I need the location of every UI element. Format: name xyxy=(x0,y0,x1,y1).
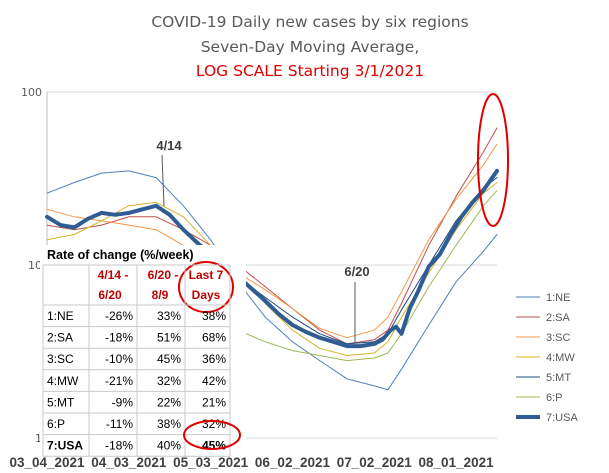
rate-table-header-3a: Last 7 xyxy=(189,268,224,282)
y-tick-label-1: 10 xyxy=(28,259,42,272)
rate-table-cell-3-2: 32% xyxy=(157,374,181,388)
annotation-4-14: 4/14 xyxy=(156,138,182,153)
y-axis: 1 10 100 xyxy=(21,86,42,445)
rate-table-header-2a: 6/20 - xyxy=(148,268,179,282)
x-axis: 03_04_2021 04_03_2021 05_03_2021 06_02_2021… xyxy=(9,455,494,470)
series-line-4-mw xyxy=(46,182,498,356)
rate-table-cell-4-3: 21% xyxy=(202,395,226,409)
rate-table-region-2: 3:SC xyxy=(47,352,74,366)
highlight-ring-latest xyxy=(477,93,509,227)
rate-table-header-2b: 8/9 xyxy=(152,288,169,302)
legend-label-4: 5:MT xyxy=(546,372,571,384)
rate-table-header-3-ring xyxy=(178,261,234,313)
annotation-4-14-leader xyxy=(161,154,165,207)
rate-table-cell-5-1: -11% xyxy=(106,417,133,431)
rate-table-region-3: 4:MW xyxy=(47,374,79,388)
rate-table-cell-1-3: 68% xyxy=(202,331,226,345)
rate-table-cell-1-1: -18% xyxy=(105,331,133,345)
rate-table-region-6: 7:USA xyxy=(47,439,83,453)
rate-table-header-3b: Days xyxy=(192,288,221,302)
y-tick-label-0: 1 xyxy=(35,432,42,445)
rate-table-header-1b: 6/20 xyxy=(98,288,122,302)
x-tick-label-3: 06_02_2021 xyxy=(255,455,331,470)
legend-label-0: 1:NE xyxy=(546,292,570,304)
rate-table-cell-6-1: -18% xyxy=(105,439,133,453)
rate-table-background xyxy=(40,245,246,450)
rate-table-cell-2-3: 36% xyxy=(202,352,226,366)
x-tick-label-2: 05_03_2021 xyxy=(173,455,249,470)
rate-table-header-1a: 4/14 - xyxy=(98,268,129,282)
rate-table-cell-0-3: 38% xyxy=(202,309,226,323)
rate-table-rows: 1:NE -26% 33% 38% 2:SA -18% 51% 68% 3:SC -10% 45% 3… xyxy=(47,309,226,453)
series-line-3-sc xyxy=(46,143,498,339)
rate-table-cell-2-2: 45% xyxy=(157,352,181,366)
rate-table-title: Rate of change (%/week) xyxy=(47,248,194,262)
rate-table-cell-6-2: 40% xyxy=(157,439,181,453)
x-tick-label-5: 08_01_2021 xyxy=(419,455,495,470)
rate-table-cell-4-1: -9% xyxy=(112,395,134,409)
rate-table: Rate of change (%/week) 4/14 - 6/20 6/20… xyxy=(40,245,246,457)
rate-table-region-0: 1:NE xyxy=(47,309,74,323)
rate-table-cell-3-1: -21% xyxy=(105,374,133,388)
x-tick-label-1: 04_03_2021 xyxy=(91,455,167,470)
chart-subtitle-log-scale: LOG SCALE Starting 3/1/2021 xyxy=(196,62,424,80)
x-tick-label-0: 03_04_2021 xyxy=(9,455,85,470)
rate-table-cell-5-2: 38% xyxy=(157,417,181,431)
rate-table-cell-1-2: 51% xyxy=(157,331,181,345)
legend-label-2: 3:SC xyxy=(546,332,571,344)
series-line-7-usa xyxy=(45,168,499,349)
rate-table-usa-ring xyxy=(183,420,241,450)
rate-table-cell-6-3: 45% xyxy=(202,439,226,453)
rate-table-cell-0-2: 33% xyxy=(157,309,181,323)
legend-label-1: 2:SA xyxy=(546,312,571,324)
chart-title: COVID-19 Daily new cases by six regions xyxy=(151,13,468,31)
legend: 1:NE 2:SA 3:SC 4:MW 5:MT 6:P 7:USA xyxy=(516,292,578,424)
y-tick-label-2: 100 xyxy=(21,86,42,99)
rate-table-cell-2-1: -10% xyxy=(105,352,133,366)
legend-label-6: 7:USA xyxy=(546,412,578,424)
rate-table-cell-0-1: -26% xyxy=(105,309,133,323)
annotation-6-20: 6/20 xyxy=(344,264,369,279)
legend-label-3: 4:MW xyxy=(546,352,575,364)
rate-table-region-1: 2:SA xyxy=(47,331,73,345)
chart-subtitle: Seven-Day Moving Average, xyxy=(201,38,420,56)
rate-table-region-5: 6:P xyxy=(47,417,65,431)
legend-label-5: 6:P xyxy=(546,392,563,404)
x-tick-label-4: 07_02_2021 xyxy=(337,455,413,470)
rate-table-region-4: 5:MT xyxy=(47,395,75,409)
series-line-1-ne xyxy=(46,170,498,391)
rate-table-cell-5-3: 32% xyxy=(202,417,226,431)
rate-table-cell-3-3: 42% xyxy=(202,374,226,388)
rate-table-cell-4-2: 22% xyxy=(157,395,181,409)
